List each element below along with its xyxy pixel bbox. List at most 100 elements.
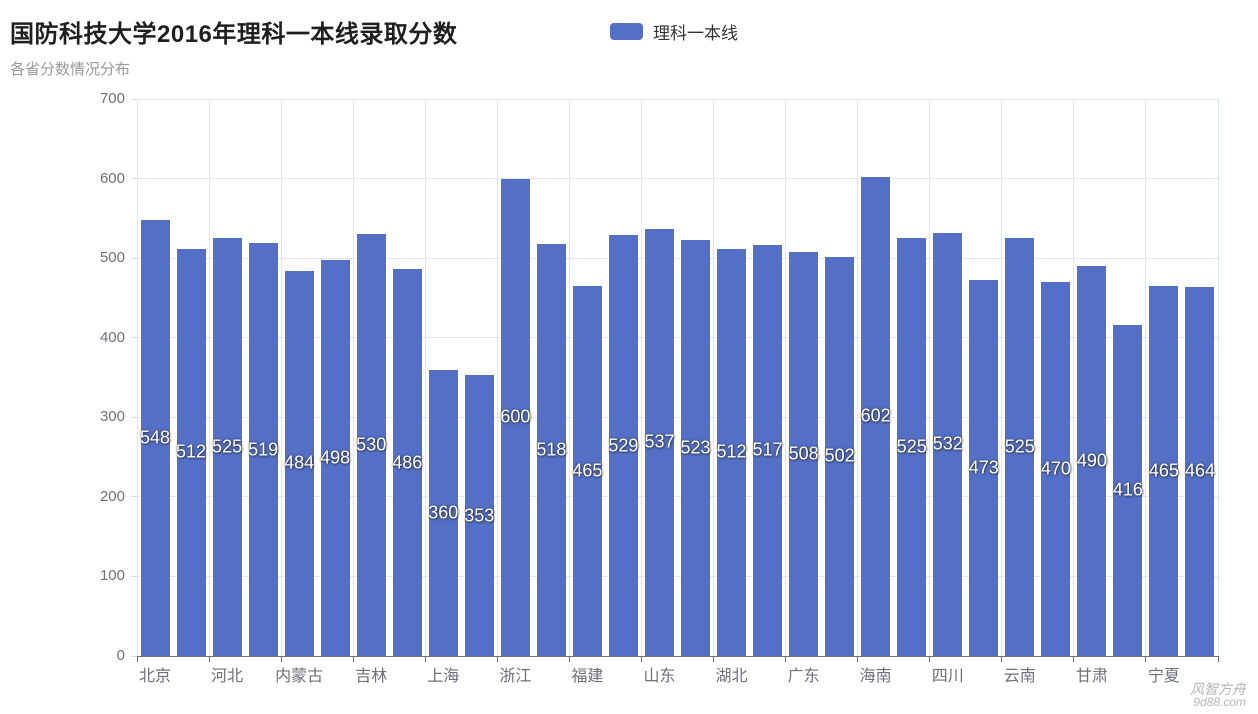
x-axis-tick	[568, 656, 570, 662]
y-gridline	[137, 496, 1218, 498]
x-gridline	[208, 99, 210, 656]
y-axis-label: 100	[99, 567, 125, 585]
x-axis-label: 北京	[139, 668, 172, 685]
y-axis-tick	[131, 337, 137, 339]
x-gridline	[1073, 99, 1075, 656]
x-axis-tick	[424, 656, 426, 662]
x-axis-tick	[1001, 656, 1003, 662]
x-gridline	[1217, 99, 1219, 656]
x-axis-tick	[1145, 656, 1147, 662]
x-gridline	[280, 99, 282, 656]
x-axis-tick	[713, 656, 715, 662]
bar[interactable]	[644, 228, 674, 656]
y-gridline	[137, 178, 1218, 180]
bar[interactable]	[897, 238, 927, 656]
y-gridline	[137, 98, 1218, 100]
x-axis-tick	[280, 656, 282, 662]
x-axis-tick	[136, 656, 138, 662]
x-axis-label: 内蒙古	[275, 668, 324, 685]
chart-title: 国防科技大学2016年理科一本线录取分数	[10, 21, 458, 48]
legend-label: 理科一本线	[653, 24, 738, 43]
x-axis-line	[137, 655, 1218, 657]
x-gridline	[424, 99, 426, 656]
x-axis-tick	[1073, 656, 1075, 662]
bar[interactable]	[1077, 266, 1107, 656]
bar[interactable]	[1149, 285, 1179, 656]
y-axis-label: 300	[99, 408, 125, 426]
y-axis-label: 0	[116, 647, 125, 664]
y-axis-tick	[131, 496, 137, 498]
bar[interactable]	[717, 248, 747, 656]
x-axis-tick	[785, 656, 787, 662]
watermark-brand: 风智方舟	[1190, 681, 1246, 697]
x-axis-label: 广东	[787, 668, 820, 685]
bar[interactable]	[500, 178, 530, 656]
x-axis-label: 山东	[643, 668, 676, 685]
x-gridline	[1001, 99, 1003, 656]
y-axis-tick	[131, 178, 137, 180]
bar[interactable]	[176, 248, 206, 656]
x-axis-label: 四川	[931, 668, 964, 685]
x-gridline	[568, 99, 570, 656]
bar[interactable]	[284, 270, 314, 656]
bar[interactable]	[789, 251, 819, 656]
watermark-url: 9d88.com	[1193, 695, 1246, 709]
y-axis-label: 200	[99, 487, 125, 505]
x-axis-label: 上海	[427, 668, 460, 685]
y-gridline	[137, 337, 1218, 339]
x-axis-label: 吉林	[355, 668, 388, 685]
x-gridline	[857, 99, 859, 656]
bar[interactable]	[464, 375, 494, 656]
bar[interactable]	[320, 259, 350, 656]
bar[interactable]	[681, 239, 711, 656]
bar[interactable]	[572, 285, 602, 656]
bar[interactable]	[356, 234, 386, 656]
x-axis-label: 福建	[571, 668, 604, 685]
bar[interactable]	[212, 238, 242, 656]
y-axis-tick	[131, 98, 137, 100]
bar[interactable]	[969, 279, 999, 656]
chart-subtitle: 各省分数情况分布	[10, 61, 131, 78]
bar[interactable]	[1185, 286, 1215, 656]
x-gridline	[640, 99, 642, 656]
bar[interactable]	[608, 235, 638, 656]
x-gridline	[785, 99, 787, 656]
x-axis-tick	[352, 656, 354, 662]
y-axis-label: 600	[99, 169, 125, 187]
y-gridline	[137, 575, 1218, 577]
bar[interactable]	[428, 369, 458, 656]
y-axis-label: 700	[99, 90, 125, 107]
bar[interactable]	[536, 243, 566, 656]
bar[interactable]	[753, 244, 783, 656]
x-gridline	[496, 99, 498, 656]
y-axis-tick	[131, 416, 137, 418]
x-axis-tick	[208, 656, 210, 662]
bar[interactable]	[861, 176, 891, 656]
y-axis-tick	[131, 655, 137, 657]
x-axis-tick	[496, 656, 498, 662]
y-gridline	[137, 257, 1218, 259]
y-axis-label: 500	[99, 249, 125, 267]
x-axis-label: 宁夏	[1147, 668, 1180, 685]
x-axis-label: 河北	[211, 668, 244, 685]
x-gridline	[929, 99, 931, 656]
x-axis-tick	[640, 656, 642, 662]
bar[interactable]	[248, 243, 278, 656]
bar[interactable]	[1005, 238, 1035, 656]
bar[interactable]	[140, 219, 170, 656]
x-gridline	[352, 99, 354, 656]
x-axis-tick	[929, 656, 931, 662]
bar[interactable]	[1113, 324, 1143, 656]
x-axis-label: 湖北	[715, 668, 748, 685]
legend-item-likeyiben[interactable]: 理科一本线	[610, 19, 738, 44]
y-axis-tick	[131, 257, 137, 259]
y-axis-tick	[131, 575, 137, 577]
bar[interactable]	[1041, 282, 1071, 656]
y-axis-label: 400	[99, 328, 125, 346]
bar[interactable]	[392, 269, 422, 656]
bar[interactable]	[933, 232, 963, 656]
x-axis-label: 浙江	[499, 668, 532, 685]
bar[interactable]	[825, 256, 855, 656]
x-axis-label: 云南	[1003, 668, 1036, 685]
